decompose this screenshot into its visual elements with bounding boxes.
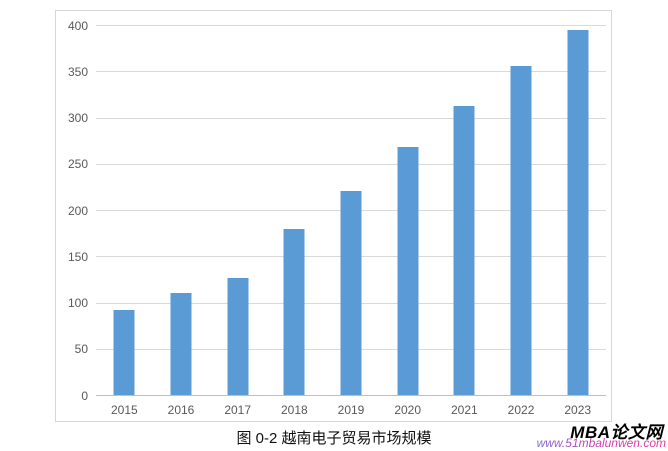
x-tick-label-2023: 2023: [564, 403, 592, 417]
bar-2017: [227, 277, 249, 395]
x-tick-label-2020: 2020: [394, 403, 422, 417]
x-tick-label-2018: 2018: [280, 403, 308, 417]
bar-column-2020: 2020: [379, 25, 436, 417]
gridline-400: 400: [68, 19, 606, 33]
bar-column-2017: 2017: [209, 25, 266, 417]
bar-column-2015: 2015: [96, 25, 153, 417]
x-tick-label-2021: 2021: [451, 403, 478, 417]
y-tick-label-50: 50: [74, 342, 88, 357]
gridline-0: 0: [81, 389, 606, 403]
bar-2023: [567, 29, 589, 395]
bar-column-2021: 2021: [436, 25, 493, 417]
y-tick-label-150: 150: [67, 249, 88, 264]
y-tick-label-400: 400: [67, 18, 88, 33]
bar-2021: [453, 106, 475, 395]
y-tick-label-0: 0: [81, 388, 88, 403]
bar-column-2018: 2018: [266, 25, 323, 417]
watermark-url: www.51mbalunwen.com: [536, 436, 666, 450]
plot-area: 400 350 300 250 200 150 100 50 0 2015 2016 2017 201…: [68, 19, 606, 417]
figure-caption: 图 0-2 越南电子贸易市场规模: [236, 430, 432, 447]
y-tick-label-250: 250: [67, 157, 88, 172]
y-tick-label-350: 350: [67, 64, 88, 79]
watermark-brand: MBA论文网: [570, 423, 663, 442]
x-tick-label-2022: 2022: [507, 403, 535, 417]
bar-2015: [113, 309, 135, 395]
gridline-250: 250: [68, 157, 606, 171]
bar-column-2023: 2023: [549, 25, 606, 417]
bar-chart: 400 350 300 250 200 150 100 50 0 2015 2016 2017 201…: [55, 10, 612, 422]
bar-2018: [283, 228, 305, 395]
x-tick-label-2019: 2019: [337, 403, 365, 417]
y-tick-label-300: 300: [67, 111, 88, 125]
bar-2016: [170, 293, 192, 395]
bar-column-2022: 2022: [493, 25, 550, 417]
gridline-350: 350: [68, 65, 606, 79]
bar-column-2016: 2016: [153, 25, 210, 417]
x-tick-label-2016: 2016: [167, 403, 195, 417]
y-tick-label-200: 200: [67, 203, 88, 218]
x-tick-label-2017: 2017: [224, 403, 252, 417]
bar-2022: [510, 65, 532, 395]
y-tick-label-100: 100: [67, 296, 88, 310]
gridline-300: 300: [68, 111, 606, 125]
bars-layer: 2015 2016 2017 2018 2019 2020 2021 2022 2023: [96, 25, 606, 417]
bar-column-2019: 2019: [323, 25, 380, 417]
x-tick-label-2015: 2015: [110, 403, 138, 417]
bar-2020: [397, 147, 419, 395]
bar-2019: [340, 190, 362, 395]
